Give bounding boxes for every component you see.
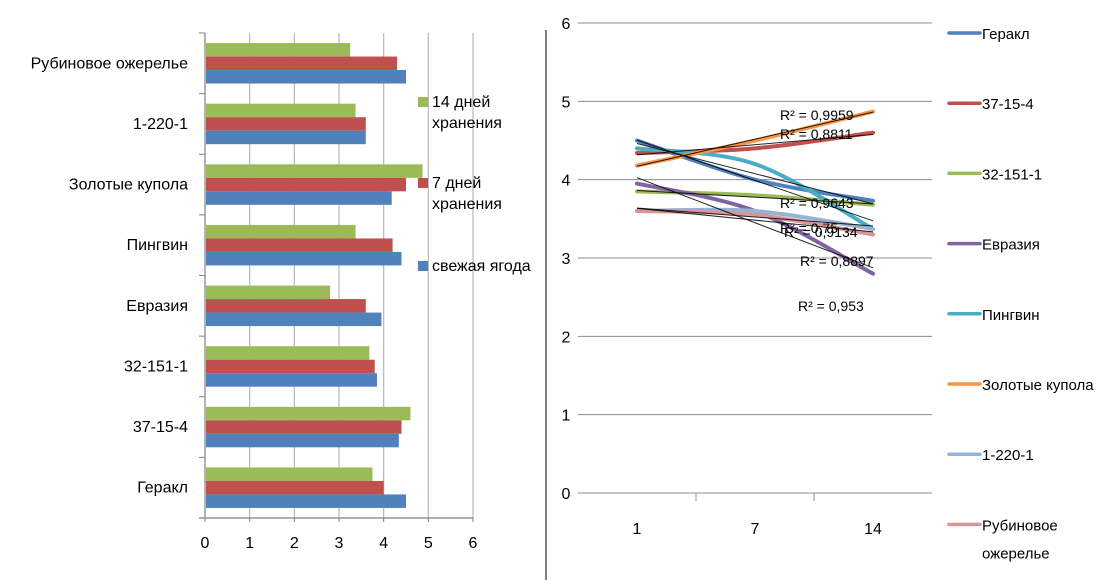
trendline	[636, 133, 874, 156]
r-squared-label: R² = 0,8897	[800, 253, 874, 269]
legend-label: ожерелье	[982, 545, 1050, 562]
bar-x-tick-label: 0	[201, 535, 210, 552]
legend-label: Евразия	[982, 237, 1040, 254]
r-squared-label: R² = 0,953	[798, 298, 864, 314]
trendline	[636, 207, 874, 233]
line-chart: 0 1 2 3 4 5 6 1 7 14 R² = 0,9959 R² = 0,8811 R² = 0,…	[562, 16, 1095, 562]
bar	[206, 224, 356, 239]
bar-category-label: 37-15-4	[133, 419, 188, 436]
trendline	[636, 111, 874, 167]
line-y-tick-label: 3	[562, 251, 571, 268]
legend-label: хранения	[432, 115, 502, 132]
bar-category-label: Рубиновое ожерелье	[31, 55, 189, 72]
line-x-tick-label: 14	[864, 521, 882, 538]
bar-legend: 14 дней хранения 7 дней хранения свежая ягод…	[418, 94, 531, 275]
bar	[206, 285, 331, 300]
legend-swatch	[418, 178, 428, 188]
line-y-tick-label: 0	[562, 486, 571, 503]
bar-category-label: Пингвин	[127, 237, 188, 254]
legend-label: 7 дней	[432, 175, 481, 192]
line-y-tick-label: 6	[562, 16, 571, 33]
bar	[206, 494, 406, 508]
bar	[206, 251, 402, 266]
bar	[206, 103, 356, 118]
legend-label: 37-15-4	[982, 96, 1034, 113]
legend-swatch	[418, 261, 428, 271]
r-squared-label: R² = 0,8811	[780, 126, 853, 142]
bar-x-tick-label: 2	[290, 535, 299, 552]
bar	[206, 191, 392, 205]
line-x-tick-label: 1	[633, 521, 642, 538]
bar	[206, 406, 411, 421]
bar	[206, 70, 406, 84]
line-y-tick-label: 2	[562, 329, 571, 346]
bar	[206, 359, 375, 374]
bar-category-label: 32-151-1	[124, 358, 188, 375]
line-legend: Геракл 37-15-4 32-151-1 Евразия Пингвин Золот…	[947, 26, 1094, 562]
legend-label: свежая ягода	[432, 258, 531, 275]
bar	[206, 56, 398, 71]
r-squared-label: R² = 0,75	[780, 220, 838, 236]
bar	[206, 164, 423, 178]
legend-label: Рубиновое	[982, 517, 1058, 534]
bar-category-label: Золотые купола	[69, 177, 188, 194]
bar	[206, 480, 384, 495]
line-x-tick-label: 7	[751, 521, 760, 538]
bar-category-label: Геракл	[137, 480, 188, 497]
legend-label: Золотые купола	[982, 377, 1094, 394]
r-squared-label: R² = 0,9959	[780, 107, 854, 123]
bar-x-tick-label: 6	[469, 535, 478, 552]
bar	[206, 346, 370, 360]
bar-chart: 0 1 2 3 4 5 6 Геракл 37-15-4 32-151-1 Евразия Пингв…	[31, 32, 531, 552]
trendline	[636, 177, 874, 269]
bar	[206, 130, 366, 145]
bar-category-label: Евразия	[126, 298, 188, 315]
legend-label: хранения	[432, 196, 502, 213]
bar	[206, 238, 393, 252]
bar	[206, 373, 377, 387]
bar	[206, 433, 399, 448]
bar	[206, 312, 382, 327]
bar	[206, 177, 406, 192]
bar-x-tick-label: 1	[245, 535, 254, 552]
bar	[206, 299, 366, 313]
trendline	[636, 207, 874, 227]
bar-category-label: 1-220-1	[133, 116, 188, 133]
trendline	[636, 139, 874, 222]
legend-label: 14 дней	[432, 94, 490, 111]
legend-label: 1-220-1	[982, 447, 1034, 464]
legend-label: Геракл	[982, 26, 1030, 43]
r-squared-label: R² = 0,9134	[784, 224, 858, 240]
bar	[206, 467, 373, 481]
legend-swatch	[418, 97, 428, 107]
line-y-tick-label: 5	[562, 94, 571, 111]
bar	[206, 117, 366, 131]
line-y-tick-label: 4	[562, 173, 571, 190]
legend-label: 32-151-1	[982, 166, 1042, 183]
bar	[206, 420, 402, 434]
bar-x-tick-label: 3	[335, 535, 344, 552]
r-squared-label: R² = 0,9643	[780, 195, 854, 211]
legend-label: Пингвин	[982, 307, 1040, 324]
bar-x-tick-label: 5	[424, 535, 433, 552]
bar	[206, 43, 351, 57]
bar-x-tick-label: 4	[379, 535, 388, 552]
line-y-tick-label: 1	[562, 408, 571, 425]
